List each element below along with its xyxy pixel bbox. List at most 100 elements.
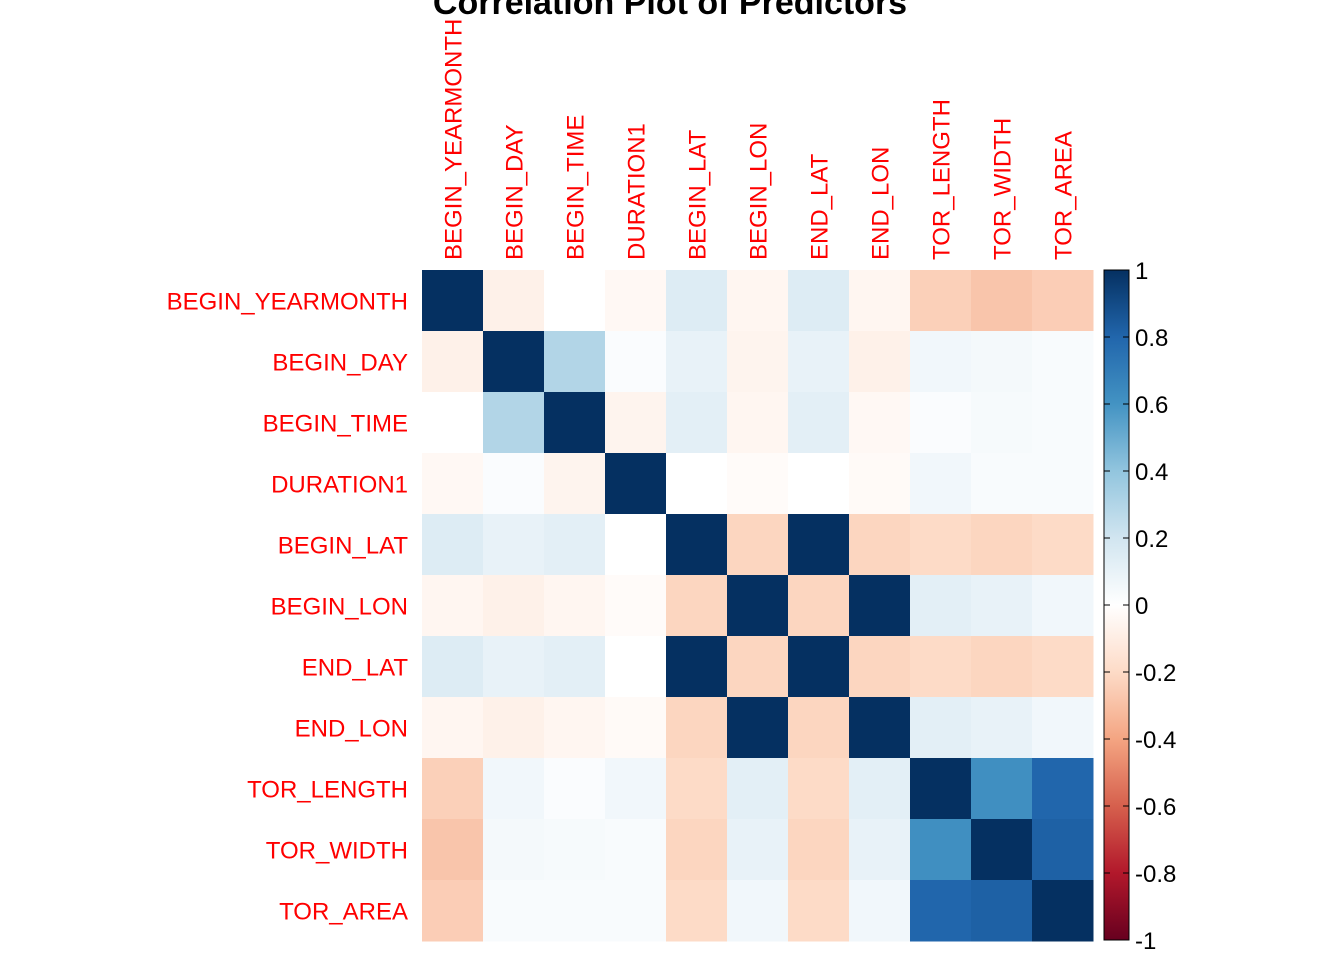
heatmap-cell-tor_area-begin_lon xyxy=(727,880,789,942)
heatmap-cell-begin_day-tor_length xyxy=(910,331,972,393)
heatmap-cell-begin_lat-begin_lon xyxy=(727,514,789,576)
heatmap-cell-tor_area-begin_lat xyxy=(666,880,728,942)
heatmap-cell-tor_length-tor_width xyxy=(971,758,1033,820)
heatmap-cell-end_lat-duration1 xyxy=(605,636,667,698)
legend-tick-label: 0.6 xyxy=(1135,392,1168,419)
heatmap-cell-end_lon-end_lon xyxy=(849,697,911,759)
column-label: BEGIN_LON xyxy=(746,123,773,260)
heatmap-cell-duration1-begin_lat xyxy=(666,453,728,515)
heatmap-cell-end_lon-begin_yearmonth xyxy=(422,697,484,759)
column-label: END_LON xyxy=(868,147,895,260)
row-label: BEGIN_TIME xyxy=(263,411,408,438)
heatmap-cell-begin_yearmonth-tor_width xyxy=(971,270,1033,332)
heatmap-cell-duration1-begin_lon xyxy=(727,453,789,515)
heatmap-cell-tor_width-tor_length xyxy=(910,819,972,881)
heatmap-cell-begin_lat-begin_day xyxy=(483,514,545,576)
heatmap-cell-begin_lat-end_lon xyxy=(849,514,911,576)
heatmap-cell-begin_lat-tor_area xyxy=(1032,514,1094,576)
heatmap-cell-begin_time-begin_lon xyxy=(727,392,789,454)
heatmap-cell-tor_area-tor_length xyxy=(910,880,972,942)
heatmap-cell-tor_width-end_lon xyxy=(849,819,911,881)
heatmap-cell-begin_lon-tor_length xyxy=(910,575,972,637)
heatmap-cell-duration1-end_lat xyxy=(788,453,850,515)
heatmap-cell-begin_lat-begin_lat xyxy=(666,514,728,576)
heatmap-cell-tor_area-tor_width xyxy=(971,880,1033,942)
heatmap-cell-begin_time-end_lat xyxy=(788,392,850,454)
color-legend: 1 0.8 0.6 0.4 0.2 0 -0.2 -0.4 -0.6 -0.8 -1 xyxy=(1103,258,1176,955)
heatmap-cell-end_lat-begin_time xyxy=(544,636,606,698)
heatmap-cell-tor_area-tor_area xyxy=(1032,880,1094,942)
heatmap-cell-begin_time-begin_time xyxy=(544,392,606,454)
heatmap-cell-duration1-tor_area xyxy=(1032,453,1094,515)
heatmap-cell-tor_length-end_lat xyxy=(788,758,850,820)
heatmap-cell-tor_length-begin_lon xyxy=(727,758,789,820)
heatmap-cell-tor_length-tor_length xyxy=(910,758,972,820)
heatmap-cell-end_lon-begin_lat xyxy=(666,697,728,759)
heatmap-cell-tor_width-duration1 xyxy=(605,819,667,881)
legend-tick-label: 0.8 xyxy=(1135,325,1168,352)
column-label: TOR_LENGTH xyxy=(929,99,956,260)
row-label: BEGIN_YEARMONTH xyxy=(167,289,408,316)
heatmap-cell-begin_day-begin_time xyxy=(544,331,606,393)
heatmap-cell-begin_yearmonth-begin_lon xyxy=(727,270,789,332)
heatmap-cell-begin_yearmonth-duration1 xyxy=(605,270,667,332)
heatmap-cell-end_lon-tor_area xyxy=(1032,697,1094,759)
heatmap-cell-tor_area-begin_day xyxy=(483,880,545,942)
column-label: TOR_AREA xyxy=(1051,131,1078,260)
heatmap-cell-end_lon-tor_width xyxy=(971,697,1033,759)
row-label: END_LAT xyxy=(302,655,409,682)
heatmap-cell-end_lon-begin_lon xyxy=(727,697,789,759)
heatmap-cell-tor_width-begin_lon xyxy=(727,819,789,881)
heatmap-cell-tor_width-tor_width xyxy=(971,819,1033,881)
heatmap-cell-begin_yearmonth-begin_time xyxy=(544,270,606,332)
heatmap-cell-begin_yearmonth-tor_length xyxy=(910,270,972,332)
heatmap-cell-tor_area-end_lon xyxy=(849,880,911,942)
heatmap-cell-end_lat-begin_day xyxy=(483,636,545,698)
heatmap-cell-tor_width-begin_lat xyxy=(666,819,728,881)
heatmap-cell-end_lat-tor_area xyxy=(1032,636,1094,698)
heatmap-cell-begin_lon-duration1 xyxy=(605,575,667,637)
legend-tick-label: -0.2 xyxy=(1135,660,1176,687)
heatmap-cell-duration1-begin_yearmonth xyxy=(422,453,484,515)
column-label: BEGIN_YEARMONTH xyxy=(441,19,468,260)
heatmap-cell-begin_lon-begin_day xyxy=(483,575,545,637)
legend-tick-label: -0.8 xyxy=(1135,861,1176,888)
heatmap-cell-begin_time-duration1 xyxy=(605,392,667,454)
column-label: DURATION1 xyxy=(624,123,651,260)
row-label: BEGIN_DAY xyxy=(272,350,408,377)
heatmap-cell-tor_width-end_lat xyxy=(788,819,850,881)
heatmap-cell-end_lon-begin_day xyxy=(483,697,545,759)
heatmap-cell-end_lat-tor_length xyxy=(910,636,972,698)
heatmap-cell-begin_lat-begin_yearmonth xyxy=(422,514,484,576)
legend-tick-label: -1 xyxy=(1135,928,1156,955)
legend-tick-label: 0 xyxy=(1135,593,1148,620)
heatmap-cell-end_lat-tor_width xyxy=(971,636,1033,698)
heatmap-cell-begin_time-begin_day xyxy=(483,392,545,454)
heatmap-cell-begin_yearmonth-begin_day xyxy=(483,270,545,332)
heatmap-cell-tor_width-tor_area xyxy=(1032,819,1094,881)
heatmap-cell-begin_day-begin_lat xyxy=(666,331,728,393)
legend-tick-label: 0.4 xyxy=(1135,459,1168,486)
heatmap-cell-begin_yearmonth-begin_yearmonth xyxy=(422,270,484,332)
heatmap-cell-end_lon-duration1 xyxy=(605,697,667,759)
legend-tick-label: -0.6 xyxy=(1135,794,1176,821)
column-labels: BEGIN_YEARMONTH BEGIN_DAY BEGIN_TIME DURATI… xyxy=(441,19,1078,260)
heatmap-cell-begin_yearmonth-end_lat xyxy=(788,270,850,332)
heatmap-cell-tor_area-end_lat xyxy=(788,880,850,942)
row-label: TOR_LENGTH xyxy=(247,777,408,804)
heatmap-cell-tor_length-end_lon xyxy=(849,758,911,820)
heatmap-cell-begin_day-end_lon xyxy=(849,331,911,393)
heatmap-cell-begin_time-tor_length xyxy=(910,392,972,454)
row-label: DURATION1 xyxy=(271,472,408,499)
heatmap-cell-begin_lat-tor_width xyxy=(971,514,1033,576)
heatmap-cell-tor_width-begin_time xyxy=(544,819,606,881)
heatmap-cell-begin_day-duration1 xyxy=(605,331,667,393)
heatmap-cell-tor_area-begin_time xyxy=(544,880,606,942)
column-label: BEGIN_DAY xyxy=(502,124,529,260)
heatmap-cell-tor_width-begin_yearmonth xyxy=(422,819,484,881)
heatmap-cell-begin_yearmonth-end_lon xyxy=(849,270,911,332)
heatmap-cell-begin_lon-end_lat xyxy=(788,575,850,637)
heatmap-cell-end_lat-end_lon xyxy=(849,636,911,698)
heatmap-cell-tor_length-begin_lat xyxy=(666,758,728,820)
